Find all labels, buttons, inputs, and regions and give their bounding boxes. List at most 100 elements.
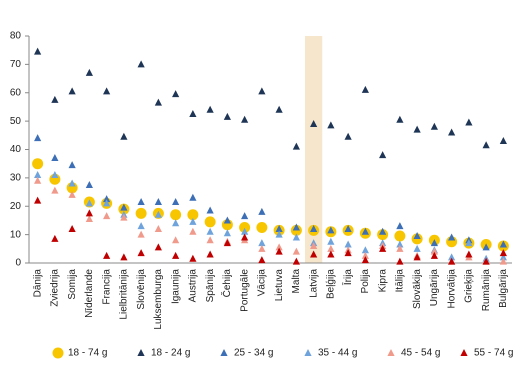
triangle-marker <box>499 253 507 261</box>
triangle-marker <box>223 216 231 224</box>
x-tick-label: Kipra <box>377 269 388 293</box>
triangle-marker <box>68 224 76 232</box>
triangle-marker <box>344 132 352 140</box>
legend-label: 55 - 74 g <box>474 348 513 359</box>
triangle-marker <box>396 244 404 252</box>
y-tick-label: 30 <box>10 173 22 184</box>
x-tick-label: Latvija <box>308 269 319 298</box>
triangle-marker <box>241 115 249 123</box>
x-tick-label: Bulgārija <box>498 269 509 308</box>
x-tick-label: Malta <box>291 269 302 294</box>
triangle-marker <box>137 222 145 230</box>
triangle-marker <box>172 197 180 205</box>
triangle-marker <box>327 121 335 129</box>
triangle-marker <box>465 250 473 258</box>
triangle-marker <box>258 239 266 247</box>
triangle-marker <box>85 209 93 217</box>
x-tick-label: Francija <box>101 269 112 305</box>
y-tick-label: 50 <box>10 116 22 127</box>
triangle-marker <box>137 60 145 68</box>
x-tick-label: Vācija <box>257 269 268 297</box>
y-tick-label: 80 <box>10 31 22 42</box>
x-tick-label: Zviedrija <box>50 269 61 307</box>
dot <box>187 209 199 221</box>
legend-label: 18 - 74 g <box>68 348 107 359</box>
triangle-marker <box>51 95 59 103</box>
triangle-marker <box>396 115 404 123</box>
triangle-marker <box>51 154 59 162</box>
y-tick-label: 0 <box>15 258 21 269</box>
y-tick-label: 20 <box>10 201 22 212</box>
legend-label: 18 - 24 g <box>151 348 190 359</box>
triangle-marker <box>172 236 180 244</box>
triangle-marker <box>292 257 300 265</box>
triangle-marker <box>499 240 507 248</box>
triangle-marker <box>465 118 473 126</box>
legend-label: 35 - 44 g <box>318 348 357 359</box>
triangle-marker <box>189 254 197 262</box>
legend-marker <box>52 347 64 359</box>
triangle-marker <box>448 128 456 136</box>
triangle-marker <box>413 244 421 252</box>
legend-label: 25 - 34 g <box>234 348 273 359</box>
x-tick-label: Luksemburga <box>153 269 164 330</box>
triangle-marker <box>275 243 283 251</box>
x-tick-label: Horvātija <box>446 269 457 309</box>
highlight-band <box>305 36 323 263</box>
dot <box>32 158 44 170</box>
y-tick-label: 10 <box>10 229 22 240</box>
triangle-marker <box>120 203 128 211</box>
legend-marker <box>220 349 228 356</box>
triangle-marker <box>344 240 352 248</box>
triangle-marker <box>275 230 283 238</box>
triangle-marker <box>430 239 438 247</box>
triangle-marker <box>85 68 93 76</box>
triangle-marker <box>189 217 197 225</box>
triangle-marker <box>189 227 197 235</box>
dot <box>170 209 182 221</box>
x-tick-label: Čehija <box>220 269 233 298</box>
triangle-marker <box>413 253 421 261</box>
triangle-marker <box>206 236 214 244</box>
triangle-marker <box>292 233 300 241</box>
triangle-marker <box>68 161 76 169</box>
triangle-marker <box>482 141 490 149</box>
triangle-marker <box>465 239 473 247</box>
triangle-marker <box>34 176 42 184</box>
dot <box>394 230 406 242</box>
triangle-marker <box>310 241 318 249</box>
triangle-marker <box>361 251 369 259</box>
triangle-marker <box>85 215 93 223</box>
triangle-marker <box>361 256 369 264</box>
triangle-marker <box>361 246 369 254</box>
triangle-marker <box>379 151 387 159</box>
x-tick-label: Slovākija <box>412 269 423 309</box>
triangle-marker <box>68 190 76 198</box>
triangle-marker <box>396 222 404 230</box>
triangle-marker <box>206 206 214 214</box>
triangle-marker <box>68 87 76 95</box>
triangle-marker <box>206 105 214 113</box>
triangle-marker <box>241 233 249 241</box>
triangle-marker <box>379 227 387 235</box>
triangle-marker <box>499 136 507 144</box>
triangle-marker <box>206 227 214 235</box>
x-tick-label: Rumānija <box>481 269 492 312</box>
triangle-marker <box>275 224 283 232</box>
triangle-marker <box>344 249 352 257</box>
triangle-marker <box>413 232 421 240</box>
triangle-marker <box>34 171 42 179</box>
triangle-marker <box>103 212 111 220</box>
dot <box>256 222 268 234</box>
x-tick-label: Igaunija <box>170 269 181 304</box>
triangle-marker <box>154 98 162 106</box>
y-tick-label: 70 <box>10 59 22 70</box>
triangle-marker <box>482 257 490 265</box>
triangle-marker <box>120 132 128 140</box>
x-tick-label: Slovēnija <box>136 269 147 310</box>
triangle-marker <box>482 243 490 251</box>
triangle-marker <box>292 247 300 255</box>
x-tick-label: Ungārija <box>429 269 440 307</box>
triangle-marker <box>34 47 42 55</box>
